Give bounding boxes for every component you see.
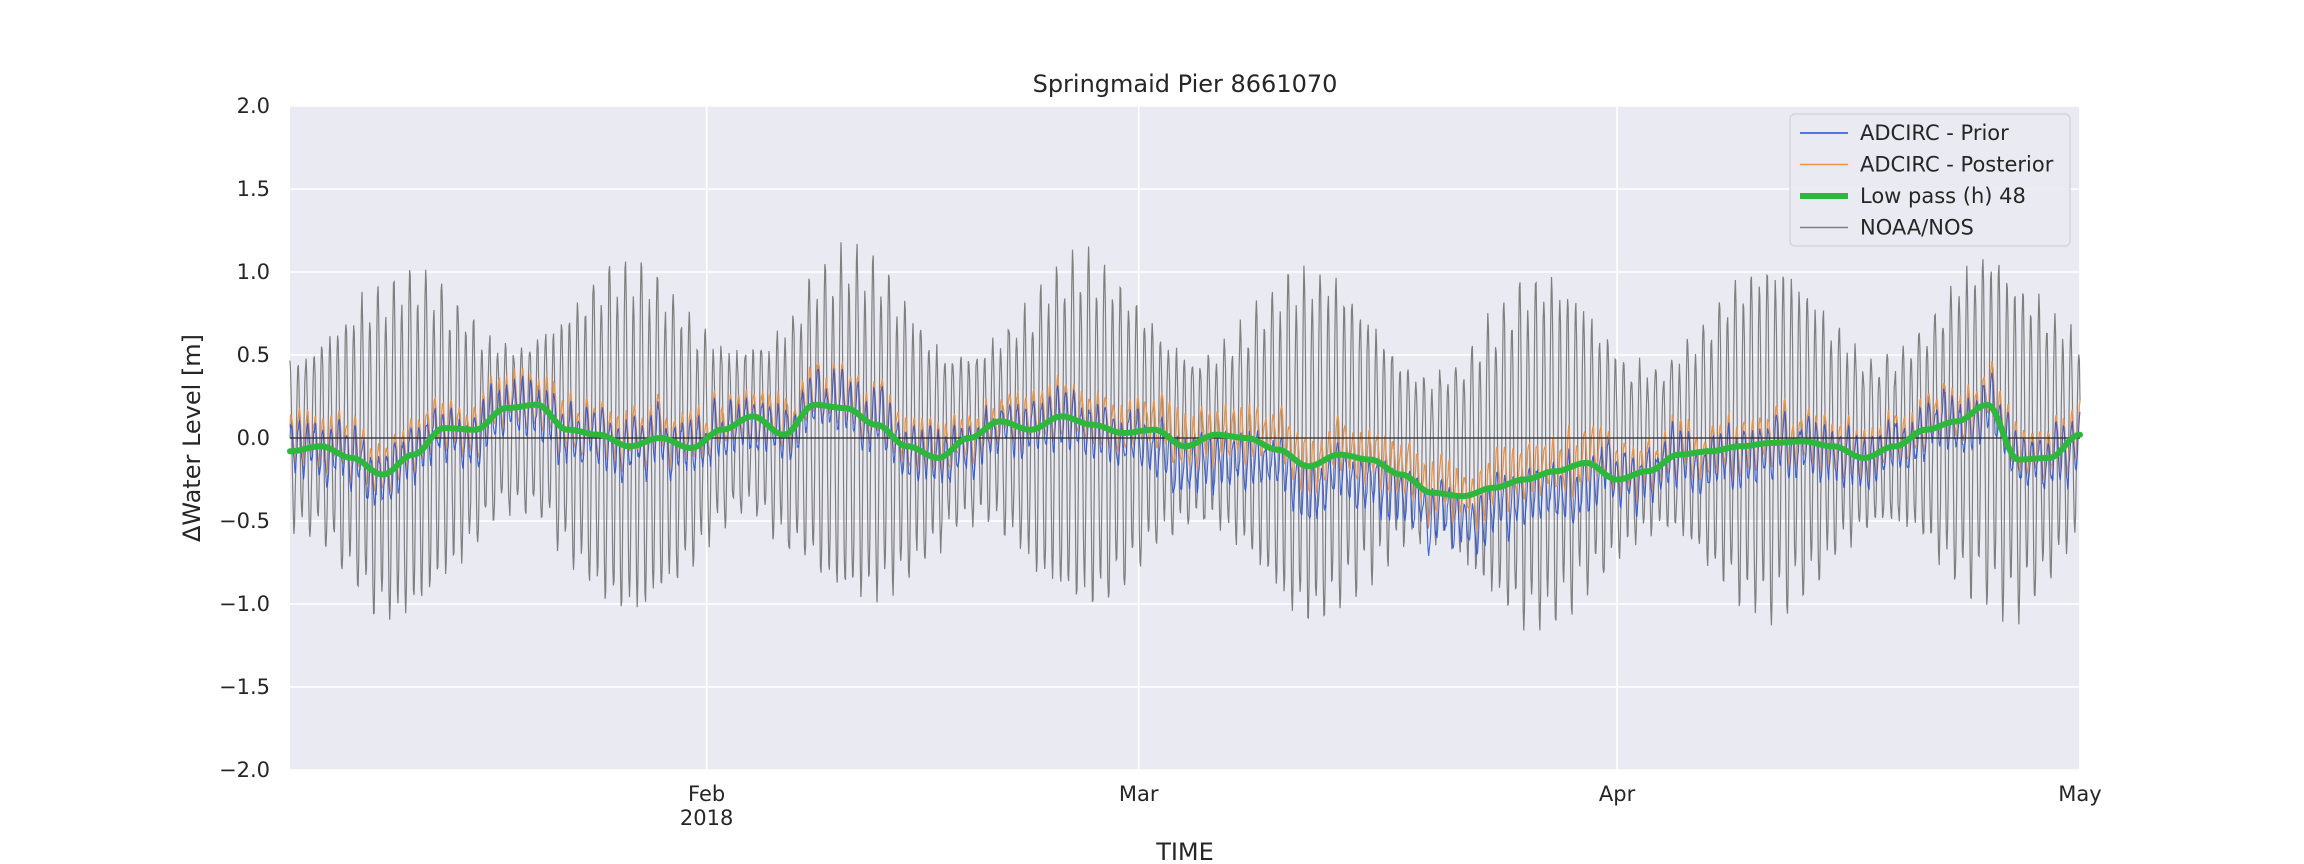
y-tick-label: 0.5	[237, 343, 270, 367]
x-tick-label: May	[2058, 782, 2101, 806]
legend-label-prior: ADCIRC - Prior	[1860, 121, 2009, 145]
y-axis-title: ΔWater Level [m]	[178, 334, 206, 542]
series-line-low-pass	[287, 401, 2083, 500]
series-noaa-nos	[289, 242, 2081, 631]
y-tick-label: −1.0	[219, 592, 270, 616]
x-axis-title: TIME	[1155, 838, 1214, 864]
y-tick-label: 1.5	[237, 177, 270, 201]
x-tick-label: Mar	[1119, 782, 1159, 806]
chart-title: Springmaid Pier 8661070	[1033, 70, 1338, 98]
y-tick-label: −0.5	[219, 509, 270, 533]
y-tick-label: 1.0	[237, 260, 270, 284]
series-low-pass	[287, 401, 2083, 500]
x-tick-label: Apr	[1599, 782, 1636, 806]
series-line-noaa-nos	[289, 242, 2081, 631]
y-axis-ticks: 2.0 1.5 1.0 0.5 0.0 −0.5 −1.0 −1.5 −2.0	[219, 94, 270, 782]
legend-label-lowpass: Low pass (h) 48	[1860, 184, 2026, 208]
legend-label-posterior: ADCIRC - Posterior	[1860, 153, 2054, 177]
series-adcirc-prior	[289, 368, 2081, 556]
x-tick-label: Feb	[688, 782, 725, 806]
series-line-adcirc-prior	[289, 368, 2081, 556]
x-tick-sublabel: 2018	[680, 806, 733, 830]
y-tick-label: −1.5	[219, 675, 270, 699]
y-tick-label: 0.0	[237, 426, 270, 450]
y-tick-label: −2.0	[219, 758, 270, 782]
legend: ADCIRC - Prior ADCIRC - Posterior Low pass…	[1789, 113, 2071, 247]
legend-box	[1789, 113, 2071, 247]
legend-label-noaa: NOAA/NOS	[1860, 216, 1974, 240]
y-tick-label: 2.0	[237, 94, 270, 118]
